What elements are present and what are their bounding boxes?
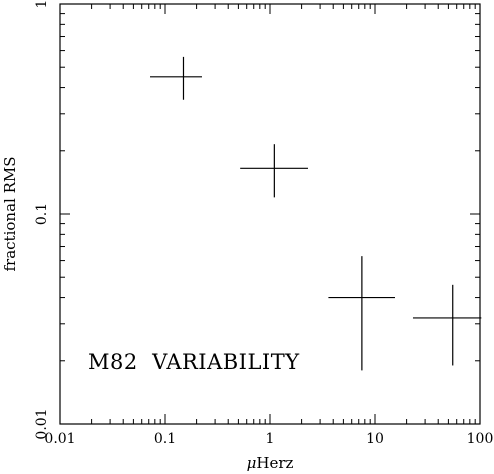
- data-point: [328, 256, 395, 371]
- plot-frame: [59, 3, 481, 425]
- data-point: [240, 144, 308, 198]
- tick-marks: [59, 4, 480, 425]
- x-tick-label: 0.01: [44, 431, 75, 447]
- x-tick-label: 1: [266, 431, 275, 447]
- x-tick-label: 0.1: [154, 431, 176, 447]
- annotation: M82 VARIABILITY: [88, 350, 300, 374]
- x-tick-label: 100: [467, 431, 494, 447]
- y-tick-label: 0.01: [34, 408, 50, 439]
- y-axis-title: fractional RMS: [1, 156, 19, 271]
- data-point: [412, 284, 482, 366]
- x-axis-title: μHerz: [247, 454, 294, 472]
- x-axis-title-prefix: μ: [247, 454, 257, 472]
- data-point: [150, 56, 202, 100]
- x-axis-title-main: Herz: [256, 454, 293, 472]
- x-tick-label: 10: [366, 431, 384, 447]
- tick-labels: 0.01 0.1 1 10 100 0.01 0.1 1: [34, 0, 493, 447]
- data-points: [150, 56, 482, 371]
- y-tick-label: 1: [34, 0, 50, 8]
- y-tick-label: 0.1: [34, 203, 50, 225]
